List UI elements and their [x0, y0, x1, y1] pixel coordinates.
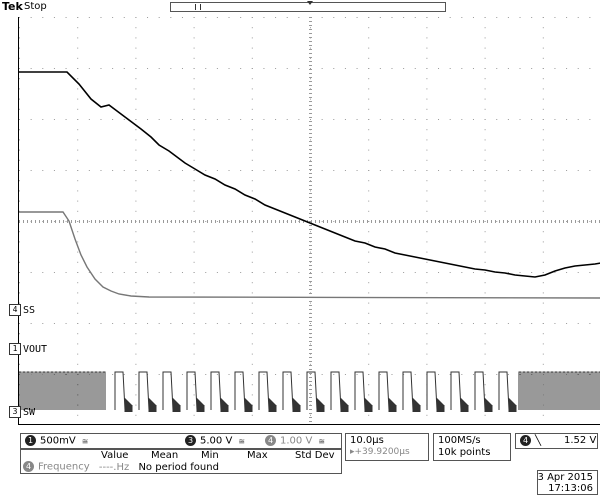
timebase-box[interactable]: 10.0µs ▸+39.9200µs	[345, 433, 429, 461]
channel-scales-box[interactable]: 1 500mV ≊ 3 5.00 V ≊ 4 1.00 V ≊	[20, 433, 342, 449]
date: 3 Apr 2015	[537, 472, 593, 483]
waveform-display[interactable]: 4 SS 1 VOUT 3 SW	[9, 17, 600, 425]
vout-trace	[19, 71, 600, 278]
top-bar: Tek Stop	[0, 0, 600, 16]
meas-header-stddev: Std Dev	[295, 450, 335, 461]
graticule	[19, 17, 600, 422]
acquisition-state: Stop	[24, 1, 47, 12]
status-bar: 1 500mV ≊ 3 5.00 V ≊ 4 1.00 V ≊ 10.0µs ▸+39.92…	[0, 430, 600, 495]
waveform-svg	[19, 17, 600, 422]
trigger-box[interactable]: 4 ╲ 1.52 V	[515, 433, 598, 449]
ss-trace	[19, 211, 600, 299]
falling-edge-icon: ╲	[535, 435, 542, 447]
trigger-position: ▸+39.9200µs	[350, 447, 410, 457]
brand-logo: Tek	[2, 0, 23, 13]
meas-header-min: Min	[201, 450, 219, 461]
sw-channel-marker[interactable]: 3 SW	[9, 406, 35, 418]
measurement-box[interactable]: Value Mean Min Max Std Dev 4 Frequency --…	[20, 449, 342, 474]
sample-rate: 100MS/s	[438, 435, 481, 446]
datetime-box: 3 Apr 2015 17:13:06	[537, 470, 598, 495]
trigger-level: 1.52 V	[564, 435, 597, 446]
view-window-marker[interactable]	[195, 4, 201, 10]
trigger-position-marker-icon	[307, 1, 313, 5]
ss-channel-marker[interactable]: 4 SS	[9, 304, 35, 316]
meas-header-mean: Mean	[151, 450, 179, 461]
sw-trace	[19, 371, 600, 412]
meas-header-max: Max	[247, 450, 268, 461]
bandwidth-icon: ≊	[81, 436, 89, 446]
bandwidth-icon: ≊	[318, 436, 325, 446]
ch3-scale[interactable]: 3 5.00 V ≊	[185, 435, 245, 447]
trigger-readout: 4 ╲	[520, 435, 541, 447]
meas-row-frequency[interactable]: 4 Frequency ----.Hz No period found	[23, 461, 219, 473]
time: 17:13:06	[548, 483, 593, 494]
timebase-value: 10.0µs	[350, 435, 384, 446]
vout-channel-marker[interactable]: 1 VOUT	[9, 343, 47, 355]
bandwidth-icon: ≊	[238, 436, 245, 446]
ch1-scale[interactable]: 1 500mV ≊	[25, 435, 88, 447]
acquisition-box[interactable]: 100MS/s 10k points	[433, 433, 511, 461]
record-length-indicator[interactable]	[170, 1, 446, 12]
record-length: 10k points	[438, 447, 491, 458]
ch4-scale[interactable]: 4 1.00 V ≊	[265, 435, 325, 447]
meas-header-value: Value	[101, 450, 129, 461]
